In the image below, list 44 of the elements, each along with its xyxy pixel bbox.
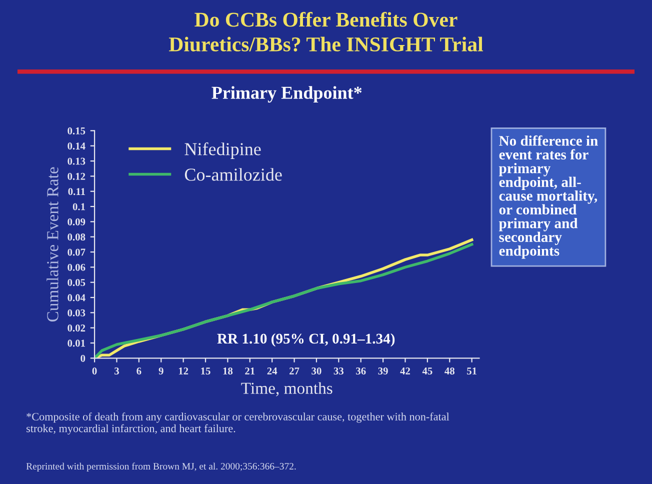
x-tick-label: 24 xyxy=(267,368,278,374)
x-tick-label: 33 xyxy=(334,368,344,375)
y-tick-label: 0.13 xyxy=(68,158,86,165)
x-tick-label: 45 xyxy=(422,368,432,375)
y-tick-label: 0.15 xyxy=(68,127,86,134)
chart-title: Do CCBs Offer Benefits Over Diuretics/BBs? The INSIGHT Trial xyxy=(168,12,484,52)
x-axis-title: Time, months xyxy=(241,382,332,396)
text: *Composite of death from any cardiovascular or cerebrovascular cause, together with non-fatal stroke, myocardial infarction, and heart failure. xyxy=(26,412,450,435)
y-tick-label: 0.06 xyxy=(68,264,86,271)
x-tick-label: 30 xyxy=(312,367,322,375)
x-tick-label: 6 xyxy=(136,368,142,375)
y-tick-label: 0.02 xyxy=(68,324,86,332)
text: No difference in event rates for primary endpoint, all- cause mortality, or combined primary and secondary endpoints xyxy=(498,135,598,259)
x-tick-label: 3 xyxy=(114,368,119,375)
y-tick-label: 0.09 xyxy=(68,218,86,226)
y-tick-label: 0.11 xyxy=(68,188,85,196)
y-tick-label: 0.05 xyxy=(68,279,86,286)
y-tick-label: 0 xyxy=(80,354,86,362)
text: Reprinted with permission from Brown MJ, et al. 2000;356:366–372. xyxy=(26,462,296,472)
y-tick-label: 0.1 xyxy=(72,203,85,210)
annotation: RR 1.10 (95% CI, 0.91–1.34) xyxy=(217,333,395,347)
x-tick-label: 36 xyxy=(356,368,366,375)
y-tick-label: 0.07 xyxy=(68,248,86,256)
y-tick-label: 0.08 xyxy=(68,234,86,241)
legend-label: Co-amilozide xyxy=(184,168,282,181)
x-tick-label: 9 xyxy=(158,368,164,375)
x-tick-label: 51 xyxy=(467,368,476,375)
x-tick-label: 48 xyxy=(444,367,454,375)
y-tick-label: 0.04 xyxy=(68,294,86,302)
y-tick-label: 0.03 xyxy=(68,309,86,316)
x-tick-label: 42 xyxy=(400,368,410,374)
chart-subtitle: Primary Endpoint* xyxy=(212,86,362,103)
x-tick-label: 39 xyxy=(378,368,388,375)
x-tick-label: 12 xyxy=(178,368,188,374)
x-tick-label: 0 xyxy=(92,367,97,375)
y-tick-label: 0.14 xyxy=(68,142,86,150)
x-tick-label: 15 xyxy=(201,368,210,375)
x-tick-label: 27 xyxy=(290,368,300,374)
y-tick-label: 0.12 xyxy=(68,172,86,180)
x-tick-label: 18 xyxy=(223,367,233,375)
x-tick-label: 21 xyxy=(245,368,255,374)
y-tick-label: 0.01 xyxy=(68,340,85,347)
y-axis-title: Cumulative Event Rate xyxy=(46,167,58,322)
legend-label: Nifedipine xyxy=(184,142,261,159)
